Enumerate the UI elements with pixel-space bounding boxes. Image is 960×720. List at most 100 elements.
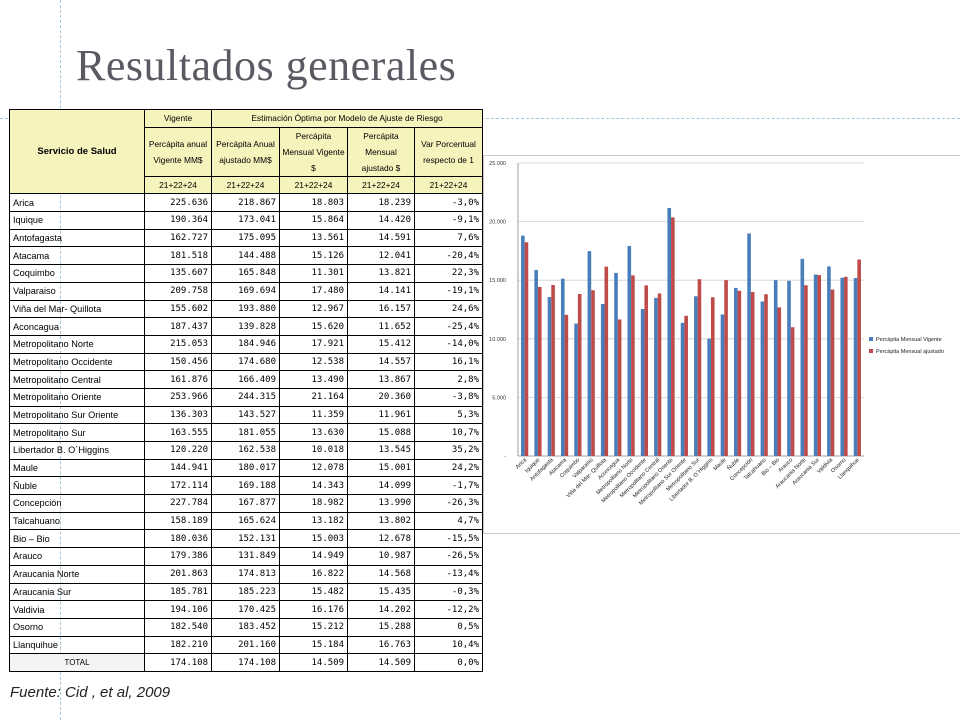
total-value-cell: 0,0%	[413, 653, 484, 672]
service-name-cell: Antofagasta	[9, 228, 145, 248]
value-cell: 12.078	[279, 458, 348, 478]
value-cell: 170.425	[211, 600, 280, 619]
value-cell: 253.966	[144, 387, 212, 407]
y-tick-label: 25.000	[489, 161, 506, 167]
value-cell: 15.088	[347, 423, 415, 442]
value-cell: 13.561	[279, 228, 348, 248]
header-vigente: Vigente	[144, 109, 212, 128]
value-cell: 163.555	[144, 423, 212, 442]
value-cell: 13.802	[347, 511, 415, 531]
value-cell: -13,4%	[413, 564, 484, 584]
bar-ajustado	[524, 242, 529, 456]
value-cell: 169.694	[211, 281, 280, 301]
bar-vigente	[773, 280, 778, 456]
bar-ajustado	[604, 266, 609, 456]
table-row: Bio – Bio 180.036 152.131 15.003 12.678 -15,5…	[9, 529, 484, 549]
total-value-cell: 174.108	[144, 653, 212, 672]
value-cell: 24,2%	[413, 458, 484, 478]
value-cell: 185.223	[211, 582, 280, 602]
column-subheader: 21+22+24	[347, 175, 415, 195]
bar-vigente	[614, 272, 618, 456]
value-cell: 16.157	[347, 299, 415, 319]
table-row: Metropolitano Sur 163.555 181.055 13.630 15.…	[9, 423, 484, 442]
value-cell: 201.863	[144, 564, 212, 584]
service-name-cell: Valparaiso	[9, 281, 145, 301]
source-citation: Fuente: Cid , et al, 2009	[10, 684, 171, 701]
table-row: Metropolitano Sur Oriente 136.303 143.527 1…	[9, 405, 484, 425]
bar-chart: -5.000 10.000 15.000 20.000 25.000 Arica Iquiq…	[483, 155, 960, 534]
value-cell: 2,8%	[413, 370, 484, 389]
results-table-container: Servicio de Salud Vigente Estimación Ópt…	[9, 108, 484, 672]
value-cell: 14.099	[347, 476, 415, 496]
bar-ajustado	[671, 217, 675, 456]
y-tick-label: 20.000	[489, 220, 506, 226]
value-cell: -1,7%	[413, 476, 484, 496]
value-cell: 13.182	[279, 511, 348, 531]
value-cell: 174.813	[211, 564, 280, 584]
value-cell: 187.437	[144, 317, 212, 336]
value-cell: -0,3%	[413, 582, 484, 602]
value-cell: 22,3%	[413, 264, 484, 283]
value-cell: 182.210	[144, 635, 212, 655]
value-cell: 11.652	[347, 317, 415, 336]
service-name-cell: Metropolitano Central	[9, 370, 145, 389]
table-row: Arica 225.636 218.867 18.803 18.239 -3,0%	[9, 193, 484, 213]
bar-vigente	[720, 314, 725, 456]
value-cell: -26,3%	[413, 494, 484, 513]
value-cell: -12,2%	[413, 600, 484, 619]
total-value-cell: 14.509	[279, 653, 348, 672]
value-cell: 10.018	[279, 441, 348, 460]
value-cell: 13.867	[347, 370, 415, 389]
value-cell: 5,3%	[413, 405, 484, 425]
value-cell: 15.620	[279, 317, 348, 336]
bar-ajustado	[844, 276, 848, 456]
value-cell: 180.036	[144, 529, 212, 549]
service-name-cell: Aconcagua	[9, 317, 145, 336]
value-cell: 14.141	[347, 281, 415, 301]
value-cell: 13.630	[279, 423, 348, 442]
value-cell: 155.602	[144, 299, 212, 319]
bar-vigente	[600, 304, 605, 456]
bar-vigente	[574, 323, 578, 456]
bar-vigente	[840, 277, 845, 456]
value-cell: 144.488	[211, 246, 280, 266]
bar-vigente	[707, 338, 711, 456]
value-cell: 14.557	[347, 352, 415, 372]
bar-vigente	[813, 274, 818, 456]
bar-vigente	[747, 233, 751, 456]
value-cell: 165.848	[211, 264, 280, 283]
value-cell: 21.164	[279, 387, 348, 407]
table-row: Atacama 181.518 144.488 15.126 12.041 -20,4%	[9, 246, 484, 266]
value-cell: 17.921	[279, 334, 348, 354]
value-cell: 14.343	[279, 476, 348, 496]
table-row: Osorno 182.540 183.452 15.212 15.288 0,5%	[9, 617, 484, 637]
table-total-row: TOTAL 174.108 174.108 14.509 14.509 0,0%	[9, 653, 484, 672]
value-cell: 18.239	[347, 193, 415, 213]
service-name-cell: Iquique	[9, 211, 145, 230]
bar-ajustado	[591, 290, 595, 456]
value-cell: 10,4%	[413, 635, 484, 655]
bar-vigente	[587, 251, 592, 456]
bar-vigente	[667, 207, 672, 456]
value-cell: 143.527	[211, 405, 280, 425]
bar-ajustado	[790, 327, 795, 456]
value-cell: 183.452	[211, 617, 280, 637]
table-row: Araucania Norte 201.863 174.813 16.822 14.56…	[9, 564, 484, 584]
value-cell: 13.990	[347, 494, 415, 513]
value-cell: 174.680	[211, 352, 280, 372]
value-cell: 218.867	[211, 193, 280, 213]
value-cell: -15,5%	[413, 529, 484, 549]
bar-vigente	[521, 235, 525, 456]
bar-ajustado	[710, 297, 715, 456]
service-name-cell: Atacama	[9, 246, 145, 266]
service-name-cell: Ñuble	[9, 476, 145, 496]
column-subheader: 21+22+24	[211, 175, 280, 195]
value-cell: 225.636	[144, 193, 212, 213]
value-cell: 180.017	[211, 458, 280, 478]
bar-chart-svg: -5.00010.00015.00020.00025.000AricaIquiq…	[489, 161, 944, 507]
bar-ajustado	[551, 284, 555, 456]
bar-ajustado	[804, 285, 808, 456]
value-cell: 120.220	[144, 441, 212, 460]
table-row: Concepción 227.784 167.877 18.982 13.990 -26,…	[9, 494, 484, 513]
value-cell: 165.624	[211, 511, 280, 531]
